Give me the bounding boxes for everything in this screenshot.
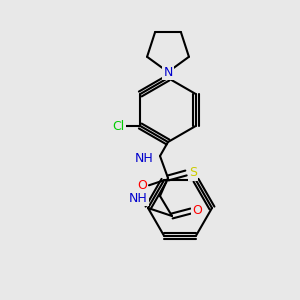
Text: N: N — [163, 65, 173, 79]
Text: O: O — [192, 205, 202, 218]
Text: O: O — [137, 179, 147, 192]
Text: NH: NH — [135, 152, 154, 164]
Text: Cl: Cl — [112, 119, 124, 133]
Text: NH: NH — [129, 191, 148, 205]
Text: S: S — [189, 167, 197, 179]
